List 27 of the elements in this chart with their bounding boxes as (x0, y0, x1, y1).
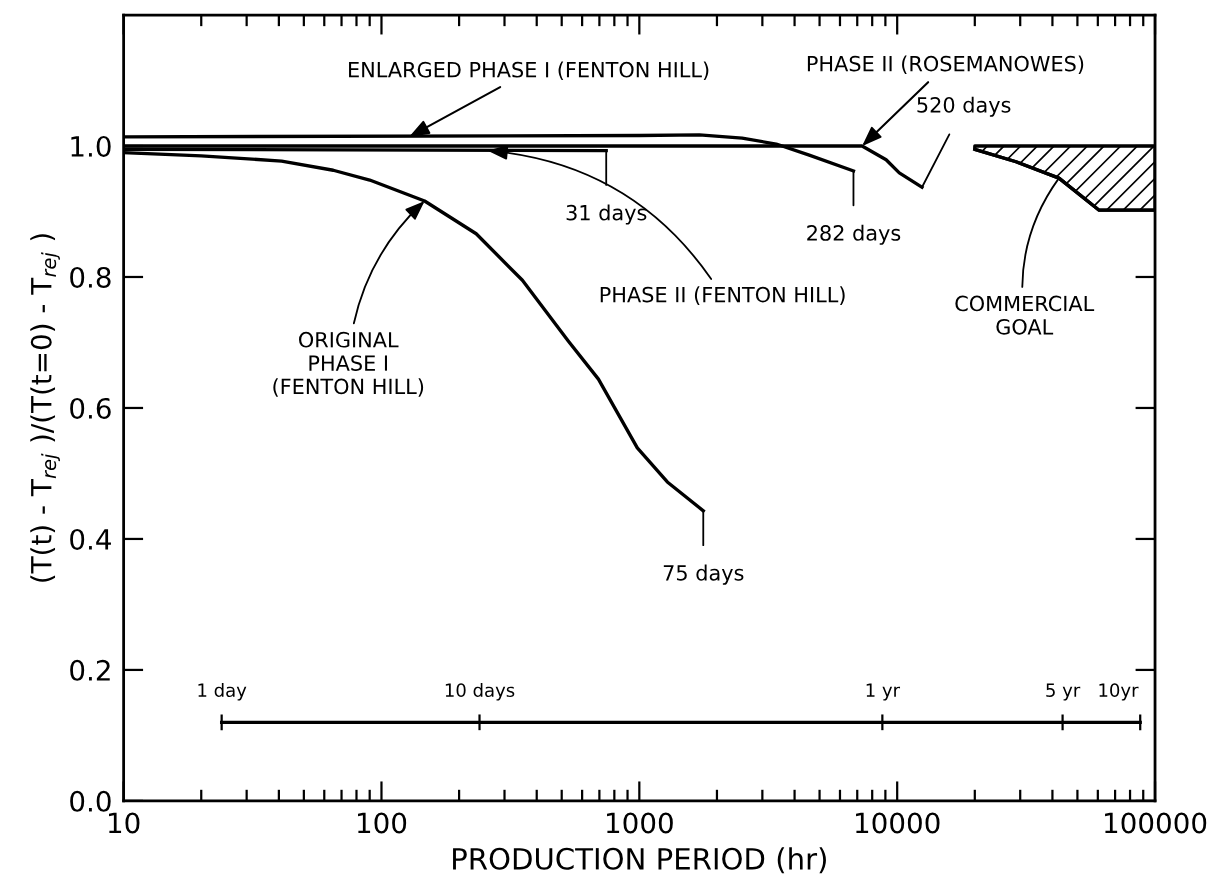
x-tick-label: 10 (109, 812, 140, 834)
x-axis-title: PRODUCTION PERIOD (hr) (453, 847, 826, 874)
y-tick-label: 1.0 (71, 135, 111, 157)
annotation: ORIGINAL PHASE I (FENTON HILL) (273, 331, 424, 397)
annotation: PHASE II (FENTON HILL) (600, 286, 845, 305)
annotation: 31 days (566, 204, 647, 225)
y-tick-label: 0.6 (70, 397, 111, 419)
annotation: PHASE II (ROSEMANOWES) (807, 55, 1084, 74)
annotation: ENLARGED PHASE I (FENTON HILL) (349, 61, 709, 81)
y-axis-title: (T(t) - T$_{rej}$ )/(T(t=0) - T$_{rej}$ ) (30, 234, 60, 582)
annotation: 75 days (663, 564, 744, 585)
annotation: 10yr (1099, 683, 1139, 701)
y-tick-label: 0.0 (70, 790, 111, 812)
annotation: 1 yr (866, 683, 901, 701)
x-tick-label: 1000 (607, 812, 673, 834)
annotation: 10 days (445, 683, 515, 701)
x-tick-label: 10000 (856, 812, 940, 834)
y-tick-label: 0.4 (70, 528, 111, 550)
x-tick-label: 100 (358, 812, 407, 834)
annotation: 5 yr (1046, 683, 1081, 701)
y-tick-label: 0.2 (70, 659, 110, 681)
annotation: 520 days (917, 96, 1011, 117)
y-tick-label: 0.8 (70, 266, 111, 288)
annotation: COMMERCIAL GOAL (955, 295, 1095, 335)
annotation: 1 day (198, 683, 247, 701)
x-tick-label: 100000 (1105, 812, 1207, 834)
annotation: 282 days (807, 224, 901, 245)
